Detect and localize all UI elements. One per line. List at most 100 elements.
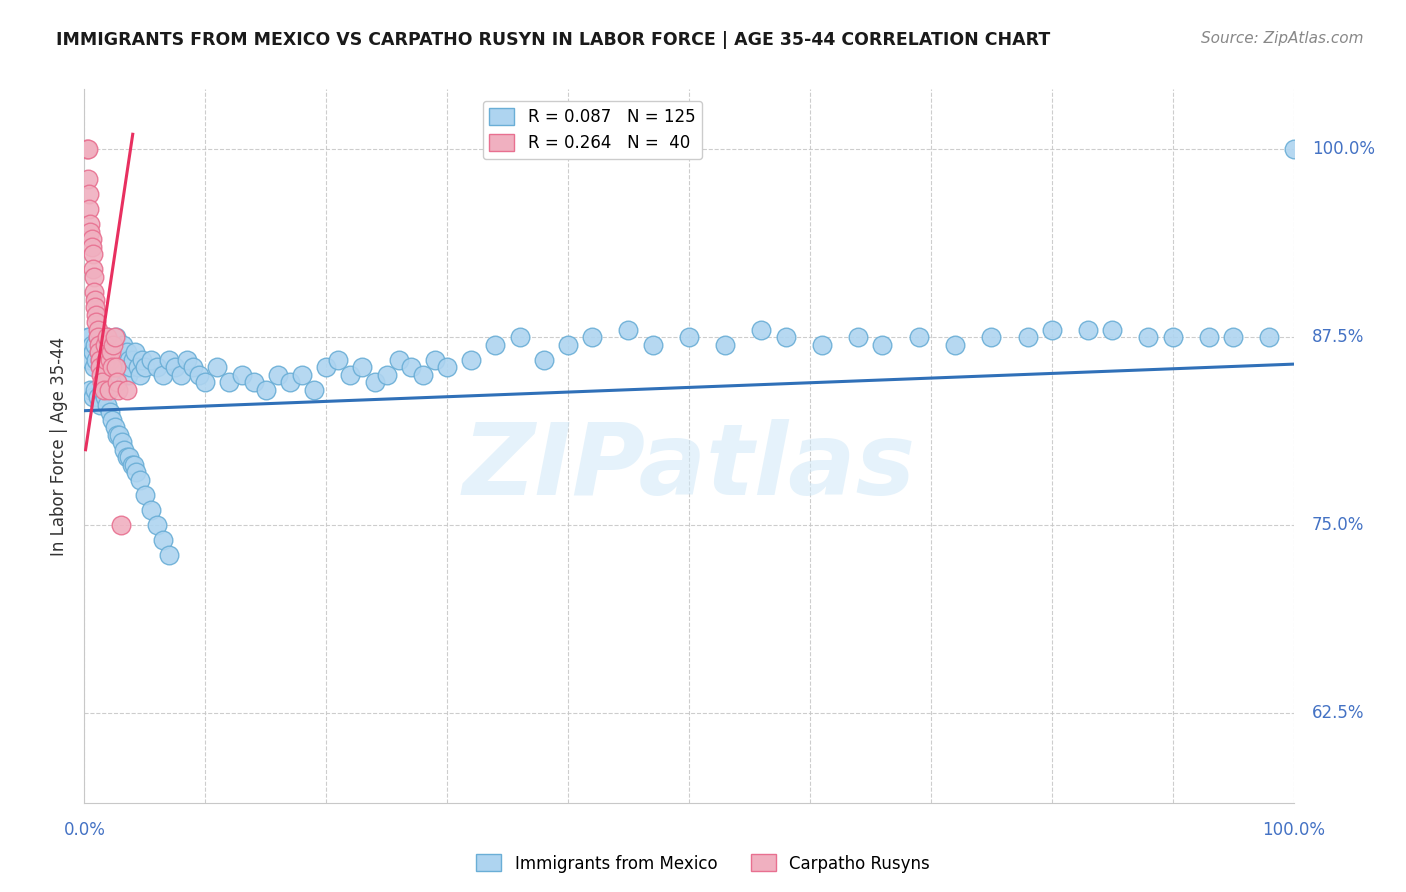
Point [131, 352, 153, 367]
Point [1282, 142, 1305, 156]
Point [157, 548, 180, 562]
Point [79, 383, 101, 397]
Point [79, 352, 101, 367]
Point [111, 435, 134, 450]
Point [89, 352, 111, 367]
Point [315, 360, 337, 375]
Point [124, 345, 146, 359]
Point [581, 330, 603, 344]
Text: 75.0%: 75.0% [1312, 516, 1364, 534]
Point [84, 293, 107, 307]
Point [112, 442, 135, 457]
Point [399, 360, 422, 375]
Point [194, 375, 217, 389]
Point [907, 330, 929, 344]
Point [112, 360, 135, 375]
Point [87, 345, 110, 359]
Point [375, 368, 398, 382]
Text: 0.0%: 0.0% [63, 821, 105, 838]
Text: ZIPatlas: ZIPatlas [463, 419, 915, 516]
Point [110, 517, 132, 532]
Point [181, 360, 204, 375]
Point [100, 345, 122, 359]
Point [84, 300, 107, 314]
Point [129, 473, 152, 487]
Legend: R = 0.087   N = 125, R = 0.264   N =  40: R = 0.087 N = 125, R = 0.264 N = 40 [482, 101, 702, 159]
Point [1161, 330, 1184, 344]
Point [170, 368, 193, 382]
Point [436, 360, 458, 375]
Point [139, 503, 162, 517]
Point [89, 360, 111, 375]
Point [80, 240, 103, 254]
Point [104, 330, 127, 344]
Point [86, 315, 108, 329]
Point [86, 352, 108, 367]
Point [118, 450, 141, 465]
Point [1198, 330, 1220, 344]
Point [122, 458, 145, 472]
Y-axis label: In Labor Force | Age 35-44: In Labor Force | Age 35-44 [51, 336, 69, 556]
Point [96, 330, 118, 344]
Point [79, 225, 101, 239]
Point [302, 383, 325, 397]
Text: IMMIGRANTS FROM MEXICO VS CARPATHO RUSYN IN LABOR FORCE | AGE 35-44 CORRELATION : IMMIGRANTS FROM MEXICO VS CARPATHO RUSYN… [56, 31, 1050, 49]
Point [77, 202, 100, 217]
Point [134, 360, 156, 375]
Point [100, 337, 122, 351]
Text: Source: ZipAtlas.com: Source: ZipAtlas.com [1201, 31, 1364, 46]
Point [104, 360, 127, 375]
Point [89, 398, 111, 412]
Point [811, 337, 834, 351]
Point [77, 330, 100, 344]
Point [82, 345, 104, 359]
Point [352, 360, 374, 375]
Point [127, 360, 149, 375]
Point [146, 517, 169, 532]
Point [460, 352, 482, 367]
Point [89, 352, 111, 367]
Point [291, 368, 314, 382]
Point [87, 345, 110, 359]
Point [83, 285, 105, 299]
Point [98, 352, 121, 367]
Point [105, 427, 128, 442]
Point [846, 330, 869, 344]
Point [103, 352, 125, 367]
Point [267, 368, 290, 382]
Point [872, 337, 894, 351]
Point [121, 352, 143, 367]
Point [120, 360, 142, 375]
Point [98, 352, 121, 367]
Point [1258, 330, 1281, 344]
Point [94, 345, 117, 359]
Point [1017, 330, 1039, 344]
Point [484, 337, 506, 351]
Point [77, 172, 100, 186]
Point [107, 383, 129, 397]
Point [111, 352, 134, 367]
Point [79, 218, 101, 232]
Point [254, 383, 277, 397]
Point [98, 405, 121, 419]
Point [93, 383, 115, 397]
Point [278, 375, 301, 389]
Text: 100.0%: 100.0% [1312, 140, 1375, 158]
Point [339, 368, 361, 382]
Point [86, 322, 108, 336]
Point [1040, 322, 1063, 336]
Point [412, 368, 434, 382]
Point [86, 308, 108, 322]
Point [83, 360, 105, 375]
Point [94, 390, 117, 404]
Point [115, 345, 138, 359]
Point [77, 330, 100, 344]
Point [980, 330, 1002, 344]
Point [108, 427, 131, 442]
Point [96, 330, 118, 344]
Point [94, 352, 117, 367]
Point [91, 337, 114, 351]
Point [97, 383, 120, 397]
Point [125, 465, 148, 479]
Point [134, 488, 156, 502]
